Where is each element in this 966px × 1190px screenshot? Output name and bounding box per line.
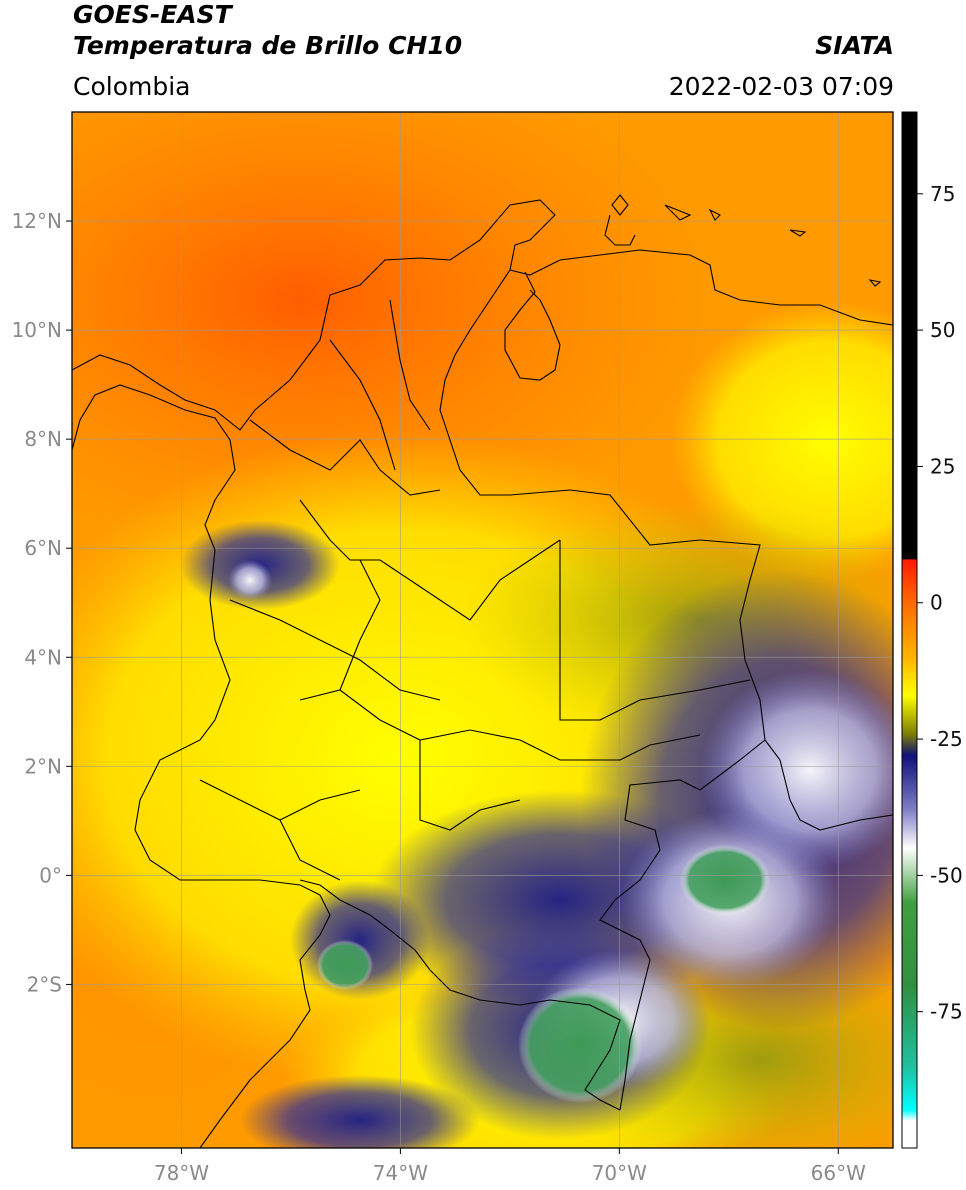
lat-tick-label: 4°N — [24, 645, 62, 669]
coldest-core-central — [680, 845, 770, 915]
colorbar-tick-label: -25 — [930, 727, 963, 751]
colorbar-ramp — [902, 112, 917, 1148]
islands — [611, 194, 882, 287]
border-colombia-brazil — [599, 739, 766, 1111]
coastline-pacific — [134, 549, 331, 1148]
border-colombia-peru — [299, 879, 621, 1111]
datetime-label: 2022-02-03 07:09 — [668, 72, 894, 101]
brightness-temperature-field — [72, 112, 893, 1148]
coldest-core-ecuador — [317, 940, 373, 990]
lat-tick-label: 8°N — [24, 427, 62, 451]
department-lines — [199, 299, 751, 881]
lat-tick-label: 12°N — [12, 209, 62, 233]
lat-tick-label: 6°N — [24, 536, 62, 560]
lat-tick-label: 2°S — [27, 972, 62, 996]
colorbar-tick-label: 25 — [930, 454, 955, 478]
lon-tick-label: 74°W — [373, 1161, 428, 1185]
colorbar-tick-label: 75 — [930, 182, 955, 206]
coldest-core-south — [518, 987, 642, 1103]
lat-tick-label: 10°N — [12, 318, 62, 342]
coastline-panama — [72, 384, 236, 551]
lat-axis: 12°N 10°N 8°N 6°N 4°N 2°N 0° 2°S — [12, 209, 72, 996]
border-venezuela-brazil — [764, 739, 893, 831]
colorbar-tick-label: -50 — [930, 863, 963, 887]
lon-tick-label: 70°W — [592, 1161, 647, 1185]
lat-tick-label: 2°N — [24, 754, 62, 778]
cold-tops-choco — [228, 560, 272, 600]
coastline-trinidad-area — [604, 214, 636, 246]
colorbar-frame — [901, 111, 918, 1149]
lon-tick-label: 66°W — [811, 1161, 866, 1185]
product-title: Temperatura de Brillo CH10 — [73, 31, 463, 60]
border-colombia-venezuela — [439, 269, 766, 741]
coastline-maracaibo — [504, 271, 561, 381]
colorbar-tick-label: 50 — [930, 318, 955, 342]
colorbar: 75 50 25 0 -25 -50 -75 — [901, 111, 963, 1149]
lat-tick-label: 0° — [39, 863, 62, 887]
map-frame — [71, 111, 894, 1149]
satellite-title: GOES-EAST — [73, 0, 232, 29]
gridlines — [72, 112, 893, 1148]
colorbar-ticks: 75 50 25 0 -25 -50 -75 — [917, 182, 963, 1024]
colorbar-tick-label: 0 — [930, 591, 943, 615]
region-label: Colombia — [73, 72, 191, 101]
colorbar-tick-label: -75 — [930, 1000, 963, 1024]
coastline-caribbean — [72, 199, 893, 431]
lon-axis: 78°W 74°W 70°W 66°W — [154, 1148, 866, 1185]
lon-tick-label: 78°W — [154, 1161, 209, 1185]
cloud-system-southwest — [240, 1075, 480, 1148]
boundaries — [72, 194, 893, 1148]
credit-label: SIATA — [815, 31, 894, 60]
